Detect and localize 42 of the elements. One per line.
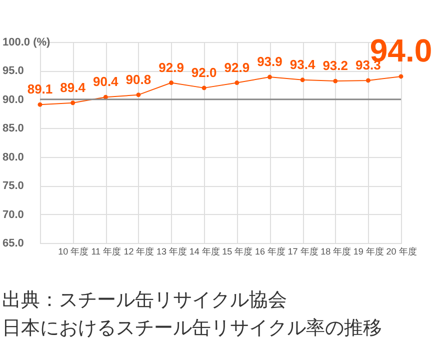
x-tick-label: 19 年度 [353,246,384,256]
point [267,74,272,80]
point [398,74,404,79]
data-label: 92.9 [158,60,184,75]
point [366,78,370,83]
source-note: 出典：スチール缶リサイクル協会 [2,288,288,313]
data-label: 93.9 [257,54,282,70]
data-label: 90.8 [126,72,152,87]
x-tick-label: 15 年度 [222,246,253,256]
data-label: 92.0 [191,64,217,80]
data-label: 93.4 [290,56,316,72]
data-label: 89.4 [60,80,86,95]
y-tick-label: 100.0 (%) [2,36,51,48]
data-label: 92.9 [224,60,250,75]
point [202,86,206,90]
x-tick-label: 20 年度 [386,246,417,256]
data-label: 90.4 [92,74,120,90]
y-tick-label: 80.0 [2,151,24,164]
data-label: 93.2 [322,58,348,74]
y-tick-label: 95.0 [2,65,24,78]
y-tick-label: 90.0 [2,94,24,106]
y-tick-label: 65.0 [2,238,24,250]
y-tick-label: 85.0 [2,122,24,135]
x-tick-label: 16 年度 [254,246,286,256]
text: 日本におけるスチール缶リサイクル率の推移 [2,316,382,341]
x-tick-label: 10 年度 [58,246,89,256]
x-tick-label: 11 年度 [91,246,122,256]
x-tick-label: 12 年度 [124,246,154,256]
point [300,78,305,82]
point [234,80,240,86]
x-tick-label: 14 年度 [189,246,220,256]
data-label: 89.1 [27,82,53,97]
x-tick-label: 13 年度 [156,246,188,256]
point [333,78,338,84]
point [38,102,42,107]
y-tick-label: 75.0 [2,180,24,192]
x-tick-label: 17 年度 [288,246,318,256]
x-tick-label: 18 年度 [320,246,352,256]
point [136,92,141,98]
point [70,100,76,106]
point [169,80,174,86]
y-tick-label: 70.0 [2,208,24,221]
